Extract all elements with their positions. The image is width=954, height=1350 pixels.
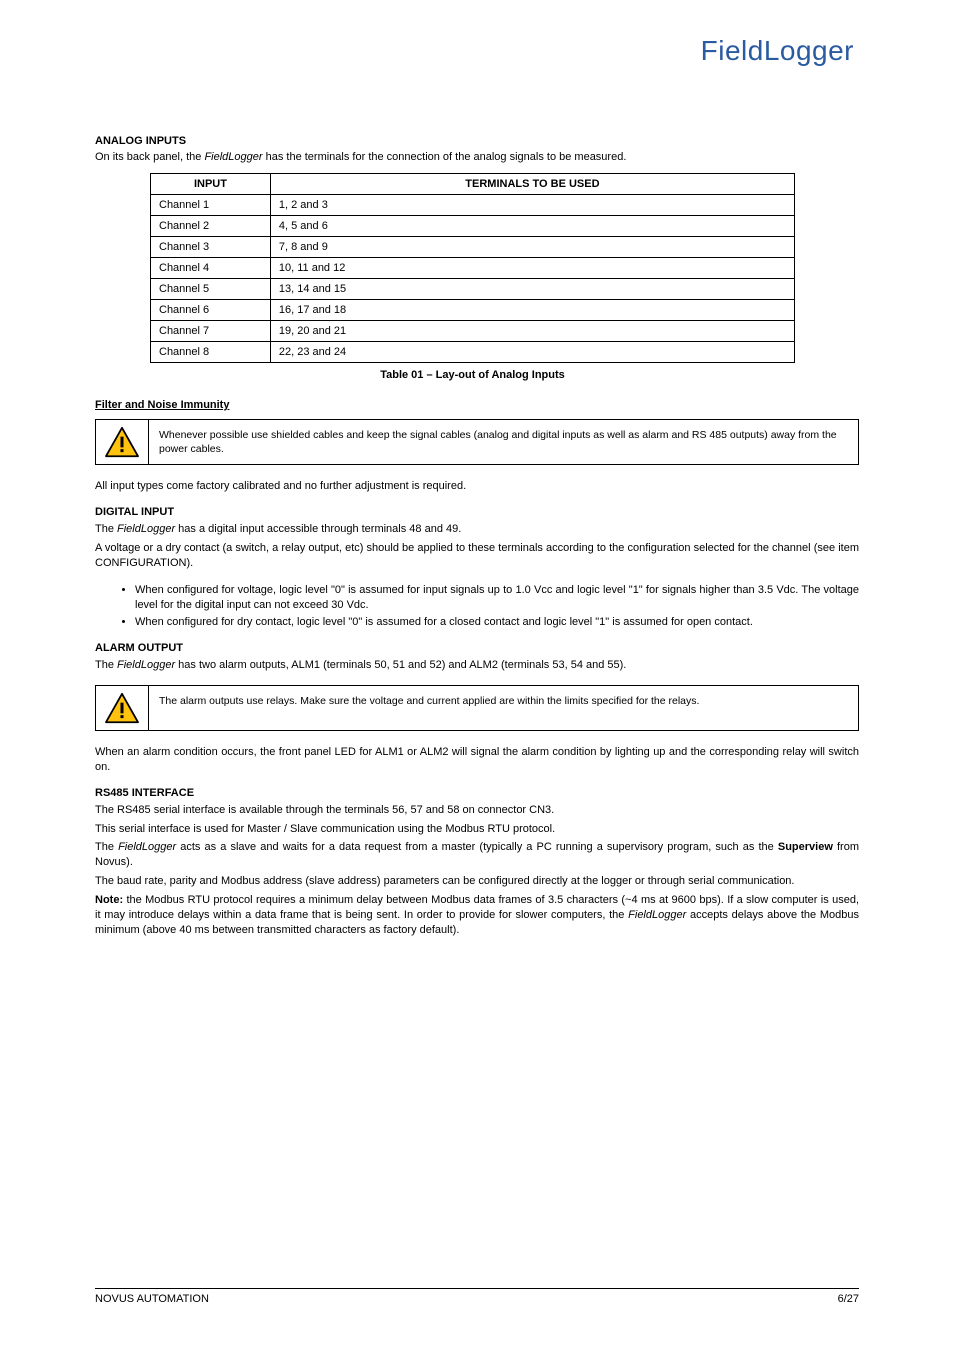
table-row: Channel 11, 2 and 3 xyxy=(151,195,795,216)
analog-inputs-table: INPUT TERMINALS TO BE USED Channel 11, 2… xyxy=(150,173,795,363)
table-caption: Table 01 – Lay-out of Analog Inputs xyxy=(150,369,795,381)
warning-icon xyxy=(104,692,140,724)
cell-terminals: 16, 17 and 18 xyxy=(270,300,794,321)
cell-input: Channel 7 xyxy=(151,321,271,342)
cell-input: Channel 1 xyxy=(151,195,271,216)
cell-terminals: 19, 20 and 21 xyxy=(270,321,794,342)
cell-terminals: 22, 23 and 24 xyxy=(270,342,794,363)
brand-logo: FieldLogger xyxy=(701,35,854,67)
noise-callout-text: Whenever possible use shielded cables an… xyxy=(149,420,858,464)
noise-callout: Whenever possible use shielded cables an… xyxy=(95,419,859,465)
cell-input: Channel 4 xyxy=(151,258,271,279)
table-header-row: INPUT TERMINALS TO BE USED xyxy=(151,174,795,195)
rs485-paragraph: The FieldLogger acts as a slave and wait… xyxy=(95,840,859,870)
digital-input-heading: DIGITAL INPUT xyxy=(95,506,859,518)
rs485-paragraph: The RS485 serial interface is available … xyxy=(95,803,859,818)
table-row: Channel 513, 14 and 15 xyxy=(151,279,795,300)
alarm-output-heading: ALARM OUTPUT xyxy=(95,642,859,654)
digital-paragraph: The FieldLogger has a digital input acce… xyxy=(95,522,859,537)
cell-terminals: 7, 8 and 9 xyxy=(270,237,794,258)
alarm-callout: The alarm outputs use relays. Make sure … xyxy=(95,685,859,731)
rs485-paragraph: The baud rate, parity and Modbus address… xyxy=(95,874,859,889)
rs485-heading: RS485 INTERFACE xyxy=(95,787,859,799)
rs485-paragraph: Note: the Modbus RTU protocol requires a… xyxy=(95,893,859,938)
list-item: When configured for dry contact, logic l… xyxy=(135,615,859,630)
digital-list: When configured for voltage, logic level… xyxy=(95,583,859,631)
footer-left: NOVUS AUTOMATION xyxy=(95,1293,209,1305)
table-row: Channel 410, 11 and 12 xyxy=(151,258,795,279)
noise-paragraph: All input types come factory calibrated … xyxy=(95,479,859,494)
cell-terminals: 4, 5 and 6 xyxy=(270,216,794,237)
table-row: Channel 24, 5 and 6 xyxy=(151,216,795,237)
table-row: Channel 37, 8 and 9 xyxy=(151,237,795,258)
analog-inputs-intro: On its back panel, the FieldLogger has t… xyxy=(95,151,859,163)
alarm-callout-text: The alarm outputs use relays. Make sure … xyxy=(149,686,858,730)
col-input: INPUT xyxy=(151,174,271,195)
warning-icon-cell xyxy=(96,686,149,730)
cell-terminals: 13, 14 and 15 xyxy=(270,279,794,300)
analog-inputs-heading: ANALOG INPUTS xyxy=(95,135,859,147)
cell-terminals: 1, 2 and 3 xyxy=(270,195,794,216)
warning-icon xyxy=(104,426,140,458)
alarm-paragraph: The FieldLogger has two alarm outputs, A… xyxy=(95,658,859,673)
cell-terminals: 10, 11 and 12 xyxy=(270,258,794,279)
digital-paragraph: A voltage or a dry contact (a switch, a … xyxy=(95,541,859,571)
table-row: Channel 822, 23 and 24 xyxy=(151,342,795,363)
cell-input: Channel 5 xyxy=(151,279,271,300)
cell-input: Channel 3 xyxy=(151,237,271,258)
cell-input: Channel 8 xyxy=(151,342,271,363)
rs485-paragraph: This serial interface is used for Master… xyxy=(95,822,859,837)
cell-input: Channel 2 xyxy=(151,216,271,237)
table-row: Channel 616, 17 and 18 xyxy=(151,300,795,321)
table-row: Channel 719, 20 and 21 xyxy=(151,321,795,342)
warning-icon-cell xyxy=(96,420,149,464)
page: FieldLogger ANALOG INPUTS On its back pa… xyxy=(0,0,954,1350)
cell-input: Channel 6 xyxy=(151,300,271,321)
logo-text: FieldLogger xyxy=(701,35,854,66)
noise-heading: Filter and Noise Immunity xyxy=(95,399,859,411)
content: ANALOG INPUTS On its back panel, the Fie… xyxy=(95,135,859,938)
col-terminals: TERMINALS TO BE USED xyxy=(270,174,794,195)
alarm-paragraph-after: When an alarm condition occurs, the fron… xyxy=(95,745,859,775)
footer-right: 6/27 xyxy=(838,1293,859,1305)
page-footer: NOVUS AUTOMATION 6/27 xyxy=(95,1288,859,1305)
list-item: When configured for voltage, logic level… xyxy=(135,583,859,613)
